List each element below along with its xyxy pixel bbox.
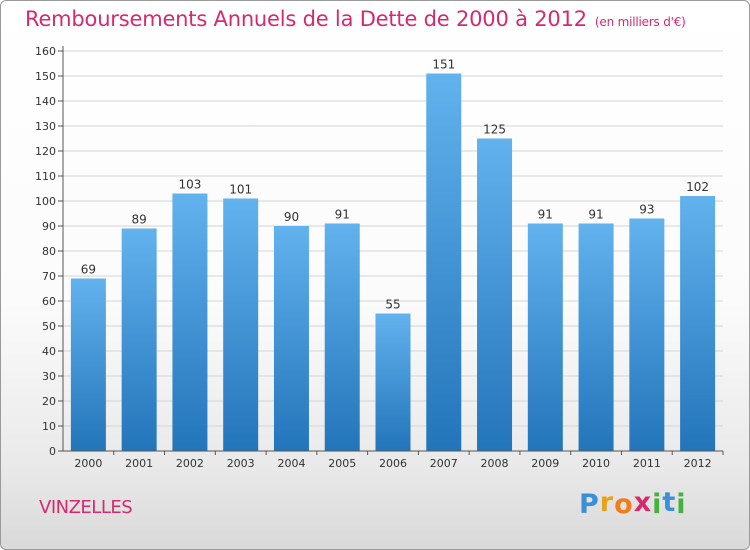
x-tick-label: 2004 xyxy=(277,457,305,470)
y-tick-label: 140 xyxy=(35,95,56,108)
chart-title: Remboursements Annuels de la Dette de 20… xyxy=(25,7,686,31)
x-tick-label: 2010 xyxy=(582,457,610,470)
x-tick-label: 2007 xyxy=(430,457,458,470)
chart-subtitle: (en milliers d'€) xyxy=(594,15,686,29)
bar xyxy=(324,223,360,451)
logo-letter: i xyxy=(652,489,663,520)
proxiti-logo: Proxiti xyxy=(579,487,687,520)
logo-letter: t xyxy=(662,487,677,518)
bar xyxy=(121,228,157,451)
y-tick-label: 10 xyxy=(42,420,56,433)
y-tick-label: 50 xyxy=(42,320,56,333)
data-label: 69 xyxy=(81,263,96,277)
bar xyxy=(172,193,208,451)
y-tick-label: 100 xyxy=(35,195,56,208)
bar xyxy=(273,226,309,451)
y-tick-label: 80 xyxy=(42,245,56,258)
data-label: 91 xyxy=(588,208,603,222)
y-tick-label: 70 xyxy=(42,270,56,283)
y-tick-label: 110 xyxy=(35,170,56,183)
logo-letter: i xyxy=(676,489,687,520)
bar xyxy=(375,313,411,451)
data-label: 151 xyxy=(432,58,455,72)
y-tick-label: 160 xyxy=(35,45,56,58)
bar xyxy=(527,223,563,451)
title-text: Remboursements Annuels de la Dette de 20… xyxy=(25,7,587,31)
y-tick-label: 0 xyxy=(49,445,56,458)
y-tick-label: 150 xyxy=(35,70,56,83)
axes xyxy=(62,46,723,452)
data-label: 102 xyxy=(686,180,709,194)
x-axis-ticks: 2000 2001 2002 2003 2004 2005 2006 2007 2008 2009… xyxy=(74,451,724,470)
x-tick-label: 2000 xyxy=(74,457,102,470)
x-tick-label: 2009 xyxy=(531,457,559,470)
bars xyxy=(70,73,716,451)
bar xyxy=(223,198,259,451)
bar xyxy=(70,278,106,451)
bar xyxy=(426,73,462,451)
y-tick-label: 130 xyxy=(35,120,56,133)
x-tick-label: 2011 xyxy=(633,457,661,470)
data-label: 90 xyxy=(284,210,299,224)
y-tick-label: 120 xyxy=(35,145,56,158)
bar xyxy=(629,218,665,451)
data-labels: 69 89 103 101 90 91 55 151 125 91 91 93 102 xyxy=(81,58,709,312)
data-label: 55 xyxy=(385,298,400,312)
data-label: 93 xyxy=(639,203,654,217)
x-tick-label: 2008 xyxy=(481,457,509,470)
data-label: 91 xyxy=(335,208,350,222)
y-tick-label: 20 xyxy=(42,395,56,408)
bar xyxy=(578,223,614,451)
logo-letter: P xyxy=(579,489,600,520)
logo-letter: x xyxy=(633,487,653,518)
x-tick-label: 2001 xyxy=(125,457,153,470)
y-tick-label: 90 xyxy=(42,220,56,233)
bar xyxy=(477,138,513,451)
y-tick-label: 40 xyxy=(42,345,56,358)
logo-letter: o xyxy=(614,489,634,520)
logo-letter: r xyxy=(599,487,615,518)
data-label: 91 xyxy=(538,208,553,222)
town-name: VINZELLES xyxy=(39,497,133,518)
x-tick-label: 2003 xyxy=(227,457,255,470)
y-tick-label: 60 xyxy=(42,295,56,308)
data-label: 125 xyxy=(483,123,506,137)
x-tick-label: 2005 xyxy=(328,457,356,470)
data-label: 89 xyxy=(132,213,147,227)
x-tick-label: 2006 xyxy=(379,457,407,470)
bar xyxy=(680,196,716,451)
data-label: 101 xyxy=(229,183,252,197)
data-label: 103 xyxy=(178,178,201,192)
x-tick-label: 2002 xyxy=(176,457,204,470)
x-tick-label: 2012 xyxy=(684,457,712,470)
y-axis-ticks: 0 10 20 30 40 50 60 70 80 90 100 110 120 130 140 150 160 xyxy=(35,45,63,458)
y-tick-label: 30 xyxy=(42,370,56,383)
